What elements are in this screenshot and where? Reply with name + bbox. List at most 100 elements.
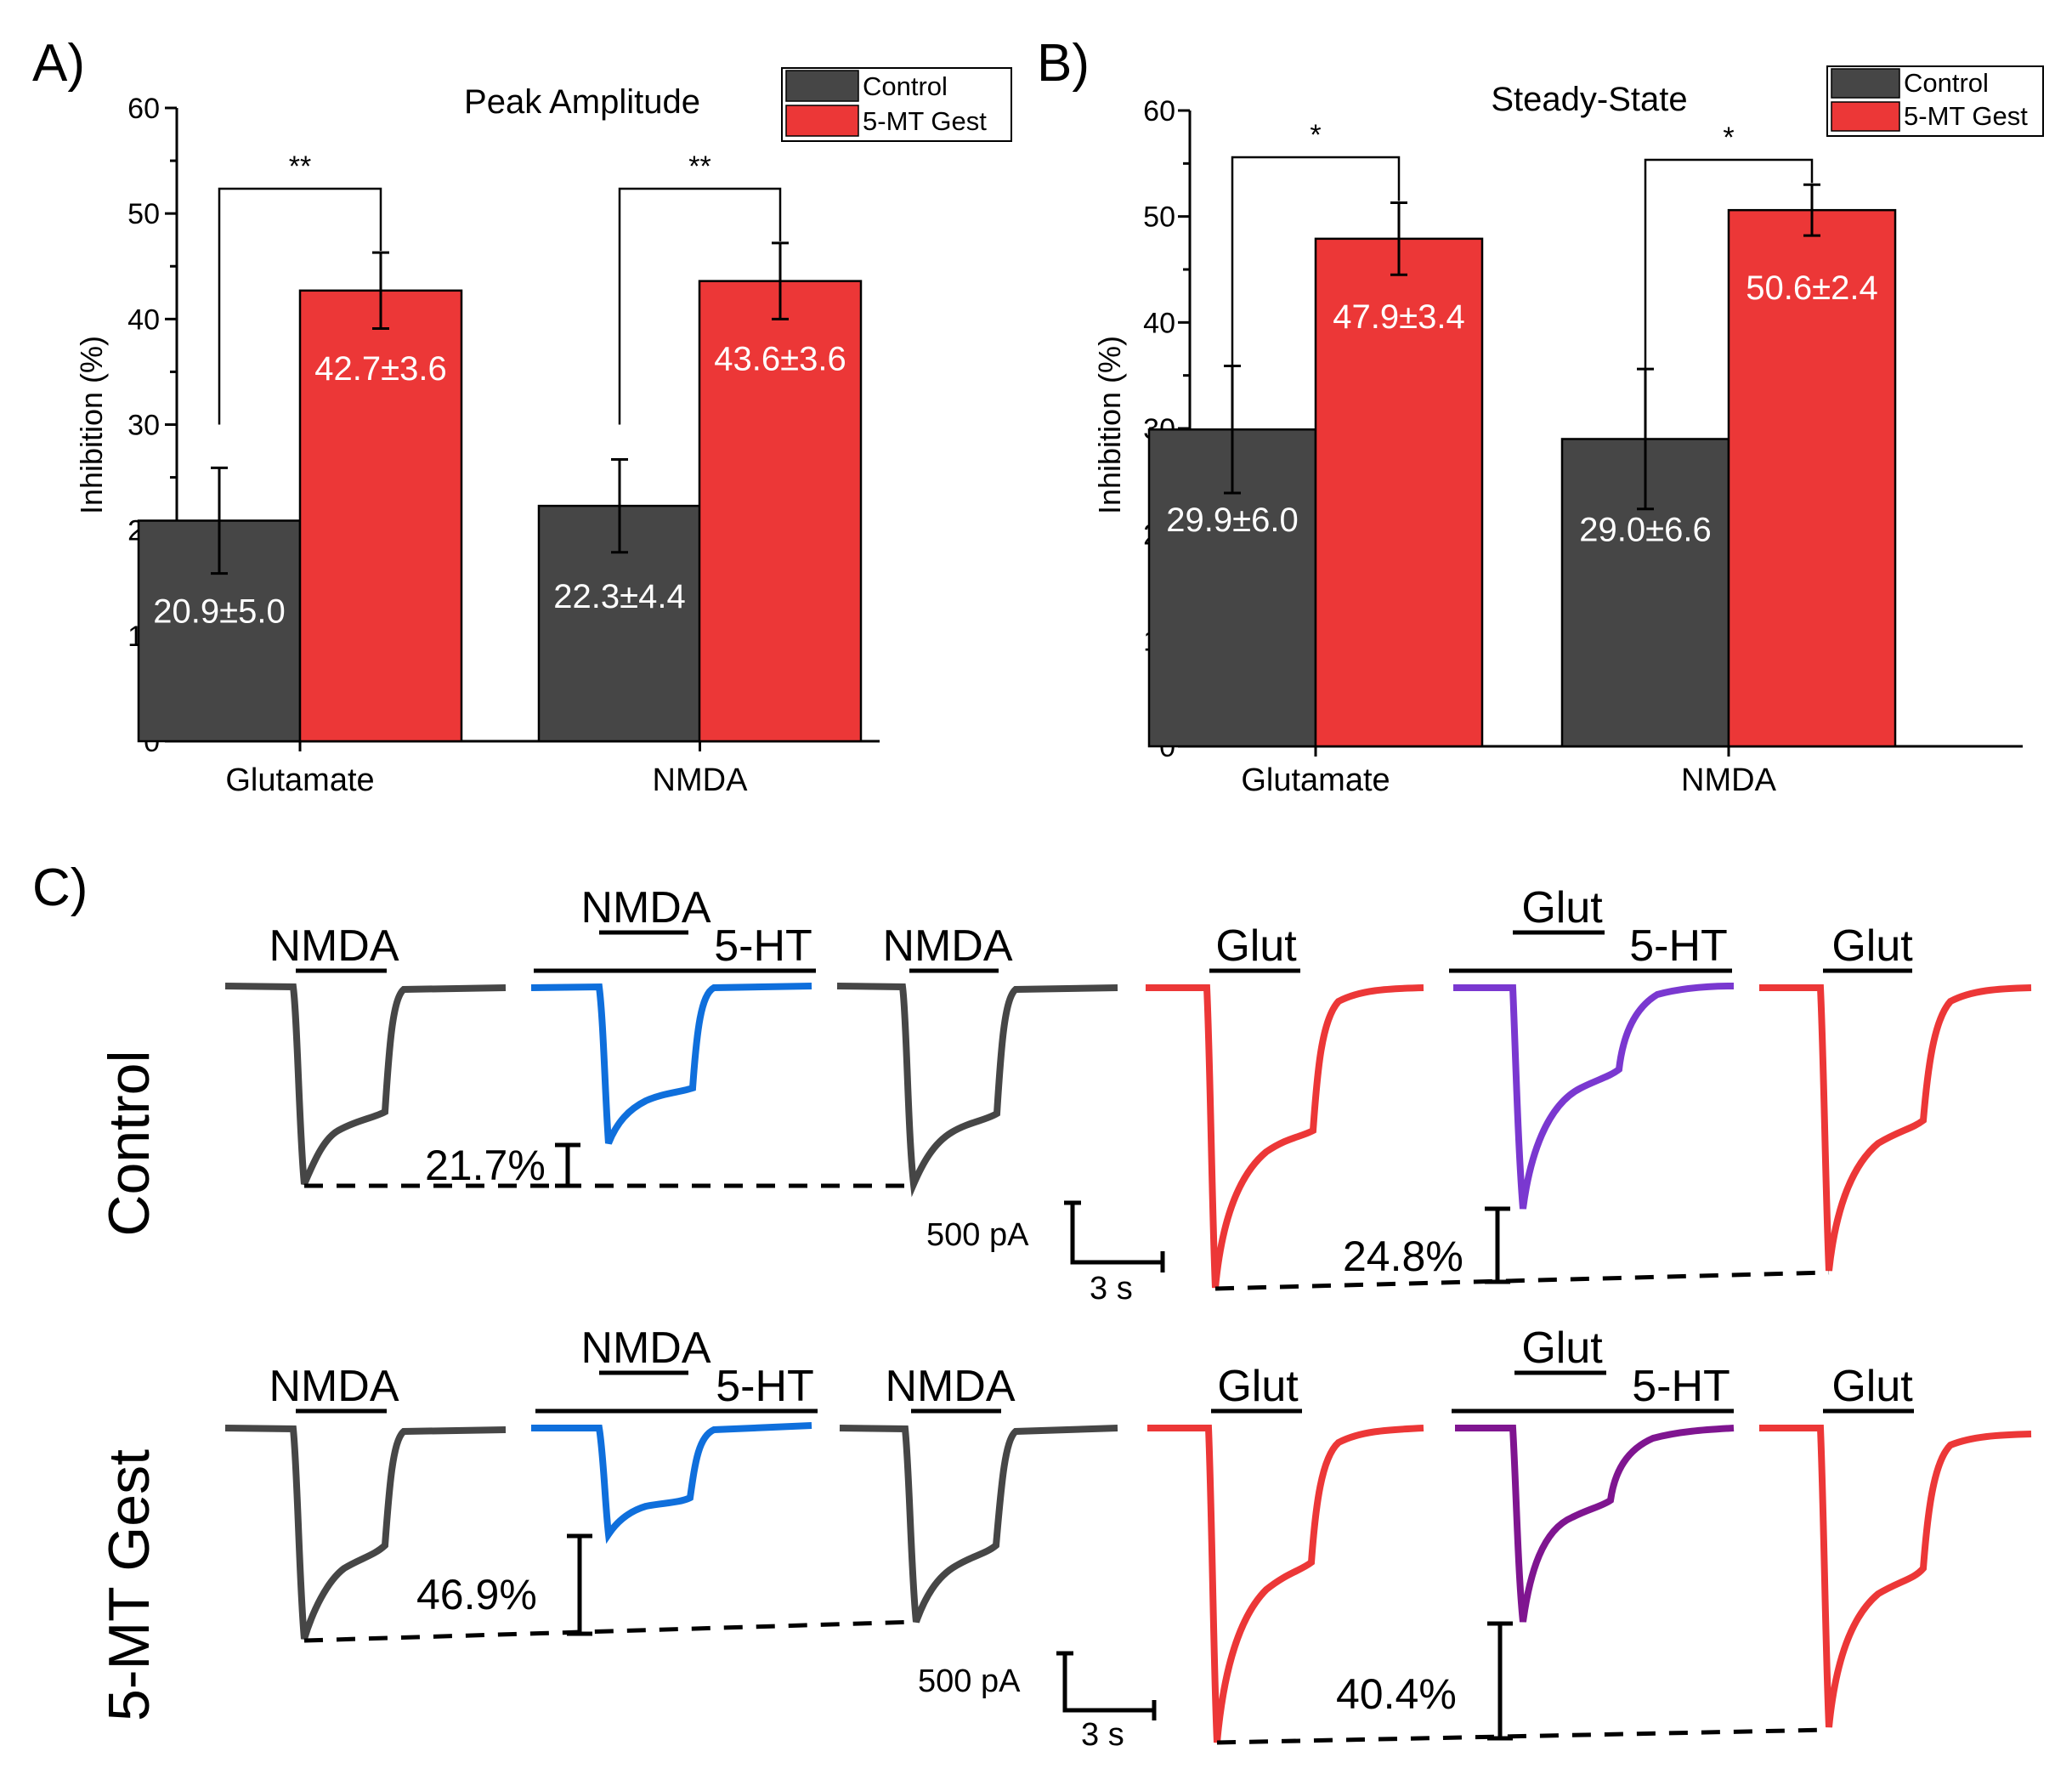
trace-label: Glut <box>1831 1362 1913 1411</box>
inhibition-percent: 40.4% <box>1336 1670 1457 1718</box>
bar-value-label: 47.9±3.4 <box>1333 298 1464 336</box>
row-label-control: Control <box>97 1050 161 1236</box>
drug-label: 5-HT <box>716 1362 814 1411</box>
trace-label: NMDA <box>580 883 710 932</box>
error-bar <box>1803 183 1820 237</box>
y-tick-label: 30 <box>127 410 160 442</box>
significance-marker: ** <box>688 150 710 183</box>
legend-swatch-gest <box>1831 101 1900 132</box>
panel-a-letter: A) <box>32 34 85 93</box>
category-label: Glutamate <box>1241 762 1390 798</box>
scale-bar-current-label: 500 pA <box>926 1217 1029 1253</box>
panel-a-significance: ** ** <box>289 150 711 183</box>
panel-a-title: Peak Amplitude <box>464 83 700 121</box>
panel-a-y-axis-title: Inhibition (%) <box>74 336 109 514</box>
panel-a-chart: A) Peak Amplitude Inhibition (%) 0 10 20… <box>32 34 1012 798</box>
trace-label: Glut <box>1521 1323 1603 1373</box>
drug-label: 5-HT <box>714 921 812 971</box>
bar-value-label: 20.9±5.0 <box>153 592 285 630</box>
panel-b-bars <box>1147 156 1897 748</box>
glut-recovery-gest-trace <box>1759 1425 2032 1728</box>
scale-bar-time-label: 3 s <box>1090 1271 1133 1306</box>
significance-bracket <box>218 187 382 425</box>
gest-bar <box>298 289 463 743</box>
significance-marker: * <box>1310 119 1321 151</box>
category-label: NMDA <box>653 762 749 798</box>
trace-label: NMDA <box>882 921 1012 971</box>
category-label: NMDA <box>1681 762 1777 798</box>
inhibition-bracket <box>1485 1206 1510 1284</box>
error-bar <box>1390 201 1407 276</box>
scale-bar <box>1064 1200 1165 1272</box>
bar-value-label: 43.6±3.6 <box>714 341 846 378</box>
inhibition-percent: 46.9% <box>416 1571 537 1618</box>
nmda-recovery-gest-trace <box>839 1425 1118 1624</box>
significance-bracket <box>1644 158 1814 371</box>
scale-bar-current-label: 500 pA <box>918 1663 1021 1699</box>
category-label: Glutamate <box>225 762 374 798</box>
y-tick-label: 40 <box>1143 307 1175 339</box>
significance-bracket <box>618 187 782 425</box>
peak-reference-line <box>303 1619 917 1643</box>
nmda-gest-trace <box>224 1425 507 1641</box>
legend-swatch-gest <box>785 105 859 137</box>
y-tick-label: 40 <box>127 303 160 336</box>
panel-b-legend: Control 5-MT Gest <box>1826 65 2044 137</box>
legend-swatch-control <box>1831 68 1900 99</box>
gest-bar <box>698 280 863 743</box>
inhibition-percent: 24.8% <box>1343 1233 1463 1280</box>
y-tick-label: 60 <box>1143 95 1175 128</box>
significance-marker: * <box>1723 122 1734 154</box>
bar-value-label: 42.7±3.6 <box>314 350 446 388</box>
panel-a-bar-labels: 20.9±5.0 22.3±4.4 42.7±3.6 43.6±3.6 <box>153 341 846 631</box>
panel-b-y-axis-title: Inhibition (%) <box>1092 336 1127 514</box>
nmda-5ht-gest-trace <box>531 1422 812 1544</box>
bar-value-label: 50.6±2.4 <box>1746 269 1877 307</box>
panel-a-bars <box>137 187 863 743</box>
trace-label: NMDA <box>269 1362 399 1411</box>
panel-a-category-labels: Glutamate NMDA <box>225 762 748 798</box>
panel-b-letter: B) <box>1037 34 1090 93</box>
panel-b-category-labels: Glutamate NMDA <box>1241 762 1776 798</box>
legend-label-control: Control <box>1904 68 1989 98</box>
bar-value-label: 22.3±4.4 <box>553 578 685 615</box>
legend-label-control: Control <box>863 71 948 101</box>
glut-5ht-control-trace <box>1453 983 1735 1210</box>
drug-label: 5-HT <box>1632 1362 1730 1411</box>
panel-b-bar-labels: 29.9±6.0 29.0±6.6 47.9±3.4 50.6±2.4 <box>1166 269 1877 548</box>
panel-b-title: Steady-State <box>1491 81 1687 118</box>
panel-b-chart: B) Steady-State Inhibition (%) 0 10 20 3… <box>1037 34 2044 798</box>
legend-label-gest: 5-MT Gest <box>1904 101 2028 131</box>
glut-5ht-gest-trace <box>1455 1425 1735 1623</box>
panel-c-traces: C) Control 5-MT Gest NMDA NMDA 5-HT NMDA… <box>32 859 2032 1753</box>
gest-bar <box>1314 237 1484 748</box>
trace-label: NMDA <box>580 1323 710 1373</box>
panel-a-legend: Control 5-MT Gest <box>781 67 1012 142</box>
scale-bar <box>1056 1651 1157 1720</box>
significance-bracket <box>1231 156 1401 368</box>
gest-bar <box>1727 208 1897 748</box>
nmda-recovery-control-trace <box>836 983 1118 1198</box>
drug-label: 5-HT <box>1629 921 1728 971</box>
scale-bar-time-label: 3 s <box>1081 1717 1124 1753</box>
peak-reference-line <box>1214 1270 1830 1291</box>
glut-recovery-control-trace <box>1759 984 2032 1272</box>
error-bar <box>772 241 789 320</box>
inhibition-bracket <box>567 1533 592 1636</box>
error-bar <box>611 457 628 554</box>
inhibition-percent: 21.7% <box>425 1142 546 1189</box>
trace-label: NMDA <box>885 1362 1015 1411</box>
panel-c-letter: C) <box>32 859 88 917</box>
nmda-5ht-control-trace <box>530 983 812 1145</box>
glut-gest-trace <box>1147 1425 1424 1743</box>
significance-marker: ** <box>289 150 311 183</box>
inhibition-bracket <box>1487 1621 1513 1741</box>
glut-control-trace <box>1146 984 1424 1289</box>
control-row-traces: NMDA NMDA 5-HT NMDA Glut Glut 5-HT Glut <box>224 883 2032 1306</box>
peak-reference-line <box>1216 1727 1830 1745</box>
y-tick-label: 50 <box>1143 201 1175 234</box>
legend-label-gest: 5-MT Gest <box>863 106 987 136</box>
inhibition-bracket <box>555 1142 580 1188</box>
bar-value-label: 29.0±6.6 <box>1579 511 1711 548</box>
